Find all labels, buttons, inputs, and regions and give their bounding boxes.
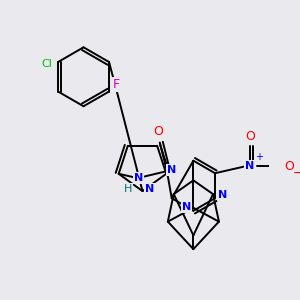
Text: O: O xyxy=(284,160,294,172)
Text: F: F xyxy=(112,78,120,91)
Text: O: O xyxy=(245,130,255,143)
Text: Cl: Cl xyxy=(42,59,53,69)
Text: +: + xyxy=(255,152,263,162)
Text: N: N xyxy=(245,161,254,171)
Text: N: N xyxy=(182,202,191,212)
Text: N: N xyxy=(167,165,176,175)
Text: H: H xyxy=(123,184,132,194)
Text: −: − xyxy=(293,167,300,180)
Text: O: O xyxy=(153,125,163,138)
Text: N: N xyxy=(145,184,154,194)
Text: N: N xyxy=(134,173,143,183)
Text: N: N xyxy=(218,190,227,200)
